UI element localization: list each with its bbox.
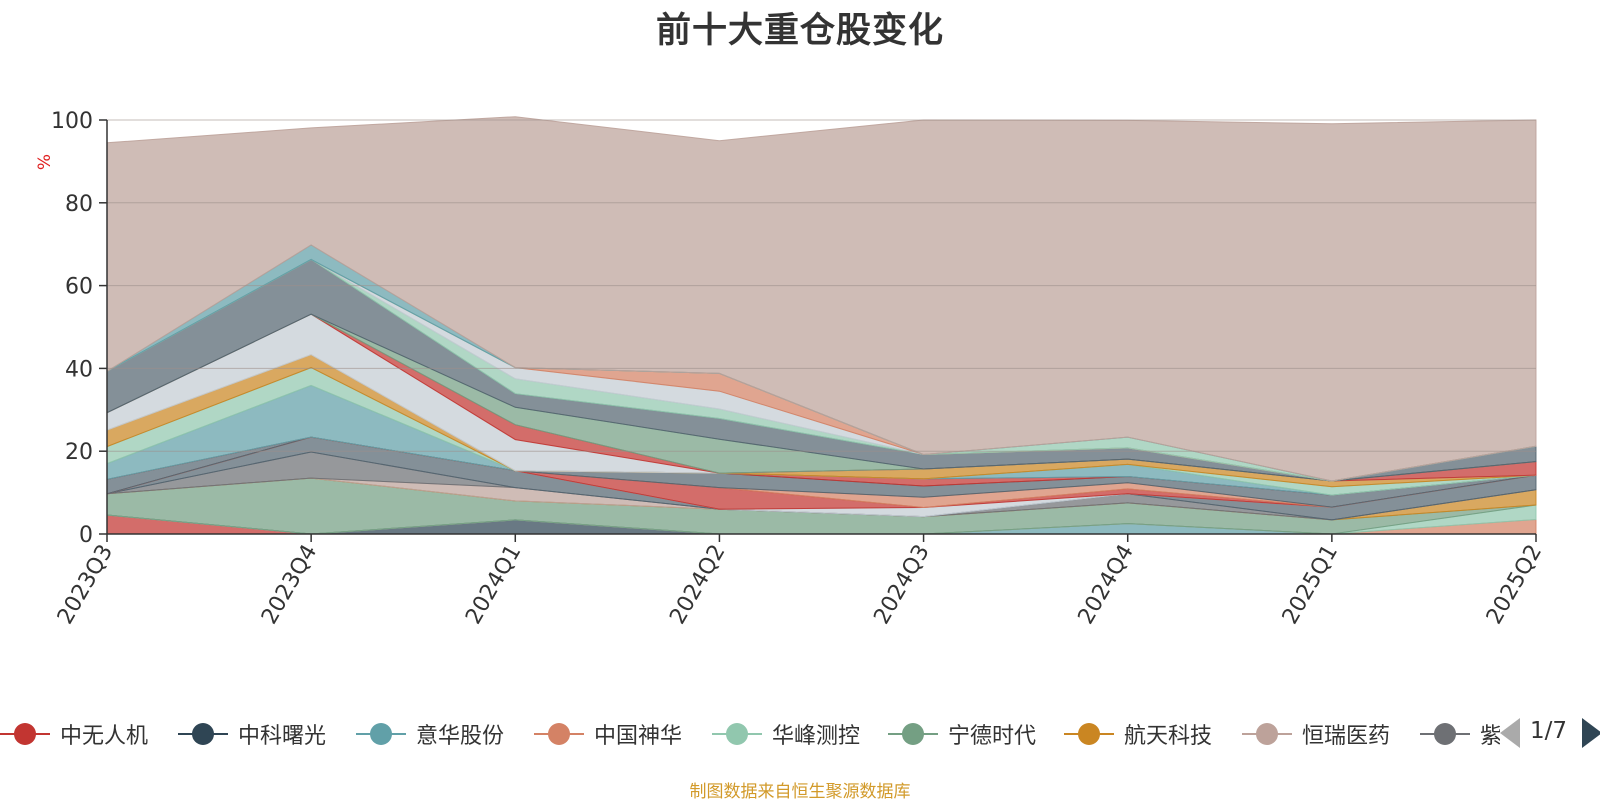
legend-symbol-icon	[1242, 719, 1292, 749]
legend-item-label: 中无人机	[60, 724, 149, 749]
legend-page-indicator: 1/7	[1530, 718, 1568, 744]
x-tick-label-7: 2025Q2	[1482, 541, 1547, 629]
y-tick-label-0: 0	[79, 523, 93, 548]
x-tick-label-4: 2024Q3	[869, 541, 934, 629]
legend-item[interactable]: 紫金矿业	[1420, 712, 1500, 756]
stacked-area-chart: 0 20 40 60 80 100% 2023Q3 2023Q4 2024Q1 2024Q2 202…	[35, 109, 1547, 629]
legend-next-page-arrow-icon[interactable]	[1582, 718, 1600, 748]
legend-item[interactable]: 宁德时代	[888, 712, 1036, 756]
legend-item[interactable]: 中无人机	[0, 712, 148, 756]
y-tick-label-5: 100	[51, 109, 93, 134]
legend-item-label: 意华股份	[416, 724, 505, 749]
y-tick-label-1: 20	[65, 440, 93, 465]
y-axis-label: %	[35, 154, 55, 170]
area-series-27	[106, 116, 1537, 482]
legend-symbol-icon	[356, 719, 406, 749]
legend-item[interactable]: 恒瑞医药	[1242, 712, 1390, 756]
y-tick-label-3: 60	[65, 275, 93, 300]
legend-item[interactable]: 意华股份	[356, 712, 504, 756]
legend-item-label: 华峰测控	[772, 724, 861, 749]
x-tick-label-6: 2025Q1	[1278, 541, 1343, 629]
x-tick-label-2: 2024Q1	[461, 541, 526, 629]
x-tick-label-1: 2023Q4	[257, 541, 322, 629]
legend-item-label: 中国神华	[594, 724, 683, 749]
legend-symbol-icon	[712, 719, 762, 749]
legend-item[interactable]: 航天科技	[1064, 712, 1212, 756]
legend-item[interactable]: 中国神华	[534, 712, 682, 756]
legend-symbol-icon	[0, 719, 50, 749]
x-tick-label-3: 2024Q2	[665, 541, 730, 629]
legend-symbol-icon	[178, 719, 228, 749]
legend-prev-page-arrow-icon[interactable]	[1500, 718, 1520, 748]
y-tick-label-2: 40	[65, 357, 93, 382]
chart-title: 前十大重仓股变化	[655, 11, 944, 51]
x-tick-label-5: 2024Q4	[1074, 541, 1139, 629]
legend-item-label: 恒瑞医药	[1302, 724, 1391, 749]
legend-item-label: 宁德时代	[948, 724, 1037, 749]
legend-item[interactable]: 华峰测控	[712, 712, 860, 756]
legend-symbol-icon	[888, 719, 938, 749]
legend-item-label: 航天科技	[1124, 724, 1213, 749]
source-note: 制图数据来自恒生聚源数据库	[689, 782, 911, 802]
legend-pager: 1/7	[1500, 712, 1600, 756]
legend-item[interactable]: 中科曙光	[178, 712, 326, 756]
y-tick-label-4: 80	[65, 192, 93, 217]
legend-symbol-icon	[1420, 719, 1470, 749]
legend-item-label: 中科曙光	[238, 724, 327, 749]
legend-item-label: 紫金矿业	[1480, 724, 1500, 749]
legend-symbol-icon	[534, 719, 584, 749]
legend: 中无人机 中科曙光 意华股份 中国神华 华峰测控 宁德时代 航天科技 恒瑞医药 紫金矿业	[0, 712, 1500, 756]
x-tick-label-0: 2023Q3	[53, 541, 118, 629]
legend-symbol-icon	[1064, 719, 1114, 749]
